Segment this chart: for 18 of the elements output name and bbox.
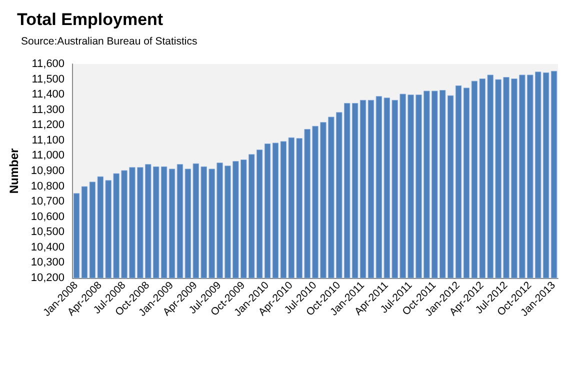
y-tick-label: 11,000 [32, 150, 65, 162]
y-tick-label: 10,200 [30, 272, 65, 284]
y-tick-label: 10,700 [30, 196, 65, 208]
y-tick-label: 10,300 [30, 256, 65, 269]
y-tick-label: 11,200 [32, 119, 65, 132]
y-tick-label: 10,500 [30, 226, 65, 238]
y-tick-label: 11,600 [32, 58, 65, 70]
y-tick-label: 10,900 [30, 165, 65, 177]
y-tick-label: 11,500 [32, 73, 65, 86]
y-axis-title: Number [7, 148, 21, 194]
y-tick-label: 10,800 [30, 180, 65, 192]
y-tick-label: 11,300 [32, 104, 65, 116]
y-tick-label: 11,100 [32, 134, 65, 146]
y-tick-label: 10,600 [30, 210, 65, 223]
y-tick-label: 11,400 [32, 88, 65, 101]
y-tick-label: 10,400 [30, 241, 65, 254]
chart-title: Total Employment [17, 10, 164, 29]
chart-subtitle: Source:Australian Bureau of Statistics [21, 36, 198, 48]
